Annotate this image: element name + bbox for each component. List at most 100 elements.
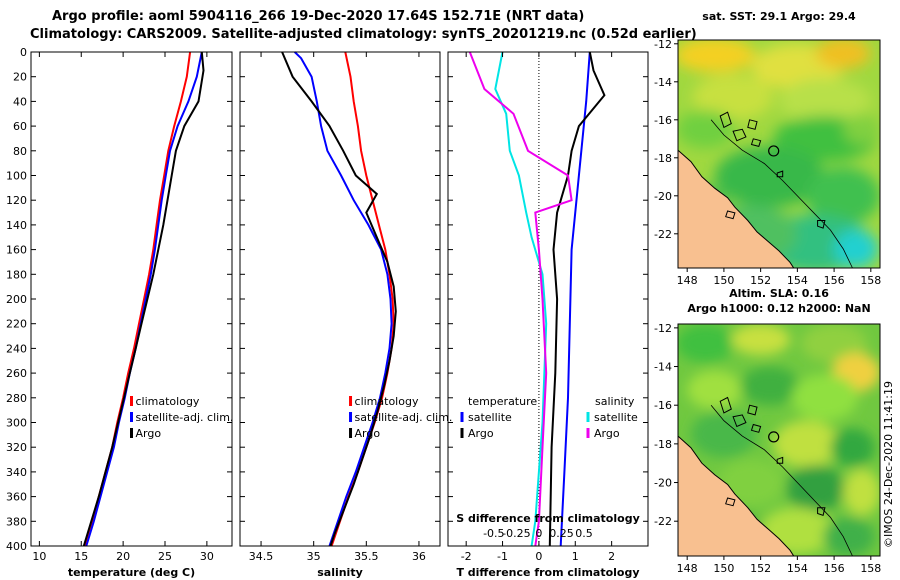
shelf-contour xyxy=(710,404,853,556)
x-tick-label: 35 xyxy=(307,550,321,563)
legend-title-temperature: temperature xyxy=(468,395,537,408)
reef-outline xyxy=(750,423,762,433)
salinity-panel: 34.5 35 35.5 36 salinity climatology satellite… xyxy=(239,51,453,579)
lon-tick-label: 148 xyxy=(677,562,698,575)
temperature-panel: 0 20 40 60 80 100 120 140 160 180 200 220 240 260 280 3… xyxy=(6,46,233,579)
lon-tick-label: 148 xyxy=(677,274,698,287)
reef-outline xyxy=(719,396,732,414)
reef-outline xyxy=(750,138,762,148)
y-tick-label: 380 xyxy=(6,515,27,528)
land-mass xyxy=(678,149,795,268)
x-tick-label: 25 xyxy=(158,550,172,563)
x-axis-label: T difference from climatology xyxy=(456,566,639,579)
lon-tick-label: 150 xyxy=(713,562,734,575)
reef-outline xyxy=(747,119,758,130)
series-line-s-argo xyxy=(468,51,573,547)
map-frame xyxy=(677,323,881,557)
y-tick-label: 60 xyxy=(13,120,27,133)
reef-outline xyxy=(725,497,736,507)
lat-tick-label: -22 xyxy=(654,515,672,528)
lon-tick-label: 152 xyxy=(750,562,771,575)
y-tick-label: 240 xyxy=(6,342,27,355)
x-axis-label: salinity xyxy=(317,566,363,579)
reef-outline xyxy=(747,404,758,416)
map-title: Altim. SLA: 0.16 xyxy=(729,287,829,300)
lon-tick-label: 156 xyxy=(824,562,845,575)
lon-tick-label: 154 xyxy=(787,562,808,575)
y-tick-label: 400 xyxy=(6,540,27,553)
profile-location-marker xyxy=(768,431,780,443)
sea-value-patch xyxy=(678,324,735,363)
reef-outline xyxy=(732,128,747,142)
sst-map-panel: -12 -14 -16 -18 -20 -22 148 150 152 154 156 158 sat.… xyxy=(654,10,881,287)
y-tick-label: 320 xyxy=(6,441,27,454)
series-line-argo xyxy=(82,51,205,547)
sea-value-patch xyxy=(692,74,774,120)
y-tick-label: 80 xyxy=(13,145,27,158)
lon-tick-label: 154 xyxy=(787,274,808,287)
legend-label: satellite xyxy=(594,411,638,424)
sea-value-patch xyxy=(690,411,757,458)
y-tick-label: 20 xyxy=(13,71,27,84)
y-tick-label: 260 xyxy=(6,367,27,380)
top-tick-label: 0.25 xyxy=(549,527,574,540)
y-tick-label: 360 xyxy=(6,491,27,504)
legend-label: Argo xyxy=(355,427,381,440)
difference-panel: -2 -1 0 1 2 T difference from climatology temp… xyxy=(447,51,649,579)
lon-tick-label: 150 xyxy=(713,274,734,287)
legend-label: climatology xyxy=(136,395,200,408)
x-tick-label: 1 xyxy=(572,550,579,563)
y-tick-label: 0 xyxy=(20,46,27,59)
sea-value-patch xyxy=(714,146,825,208)
y-tick-label: 160 xyxy=(6,244,27,257)
y-tick-label: 120 xyxy=(6,194,27,207)
sea-value-patch xyxy=(731,324,791,355)
sea-value-patch xyxy=(773,420,840,468)
shelf-contour xyxy=(710,119,853,268)
y-tick-label: 100 xyxy=(6,170,27,183)
reef-outline xyxy=(776,170,784,178)
x-tick-label: 0 xyxy=(535,550,542,563)
top-tick-label: -0.25 xyxy=(502,527,530,540)
series-line-satellite-adj-clim- xyxy=(294,51,393,547)
title-line-1: Argo profile: aoml 5904116_266 19-Dec-20… xyxy=(52,9,584,24)
x-tick-label: 2 xyxy=(608,550,615,563)
lat-tick-label: -12 xyxy=(654,322,672,335)
lon-tick-label: 156 xyxy=(824,274,845,287)
map-subtitle: Argo h1000: 0.12 h2000: NaN xyxy=(687,302,870,315)
x-tick-label: -2 xyxy=(461,550,472,563)
legend-label: satellite-adj. clim. xyxy=(355,411,453,424)
series-line-satellite-adj-clim- xyxy=(85,51,203,547)
y-tick-label: 220 xyxy=(6,318,27,331)
map-title: sat. SST: 29.1 Argo: 29.4 xyxy=(702,10,856,23)
reef-outline xyxy=(732,414,747,428)
legend-label: Argo xyxy=(468,427,494,440)
sla-map-panel: -12 -14 -16 -18 -20 -22 148 150 152 154 156 158 Alti… xyxy=(654,287,881,575)
legend-label: climatology xyxy=(355,395,419,408)
lat-tick-label: -18 xyxy=(654,152,672,165)
sea-value-patch xyxy=(843,469,880,516)
sea-value-patch xyxy=(791,374,858,421)
lat-tick-label: -16 xyxy=(654,399,672,412)
sea-value-patch xyxy=(823,517,875,556)
top-tick-label: 0.5 xyxy=(575,527,593,540)
lat-tick-label: -12 xyxy=(654,38,672,51)
sea-value-patch xyxy=(678,40,756,73)
top-axis-label: S difference from climatology xyxy=(456,512,640,525)
legend-title-salinity: salinity xyxy=(595,395,635,408)
x-tick-label: 10 xyxy=(32,550,46,563)
map-field xyxy=(678,40,880,268)
map-field xyxy=(678,324,880,556)
sea-value-patch xyxy=(779,78,871,124)
lat-tick-label: -16 xyxy=(654,114,672,127)
x-tick-label: -1 xyxy=(497,550,508,563)
x-tick-label: 36 xyxy=(412,550,426,563)
y-tick-label: 40 xyxy=(13,95,27,108)
reef-outline xyxy=(817,220,826,229)
reef-outline xyxy=(725,210,736,220)
sea-value-patch xyxy=(815,40,871,69)
sea-value-patch xyxy=(687,370,743,410)
y-tick-label: 280 xyxy=(6,392,27,405)
sea-value-patch xyxy=(678,110,735,149)
x-axis-label: temperature (deg C) xyxy=(68,566,195,579)
